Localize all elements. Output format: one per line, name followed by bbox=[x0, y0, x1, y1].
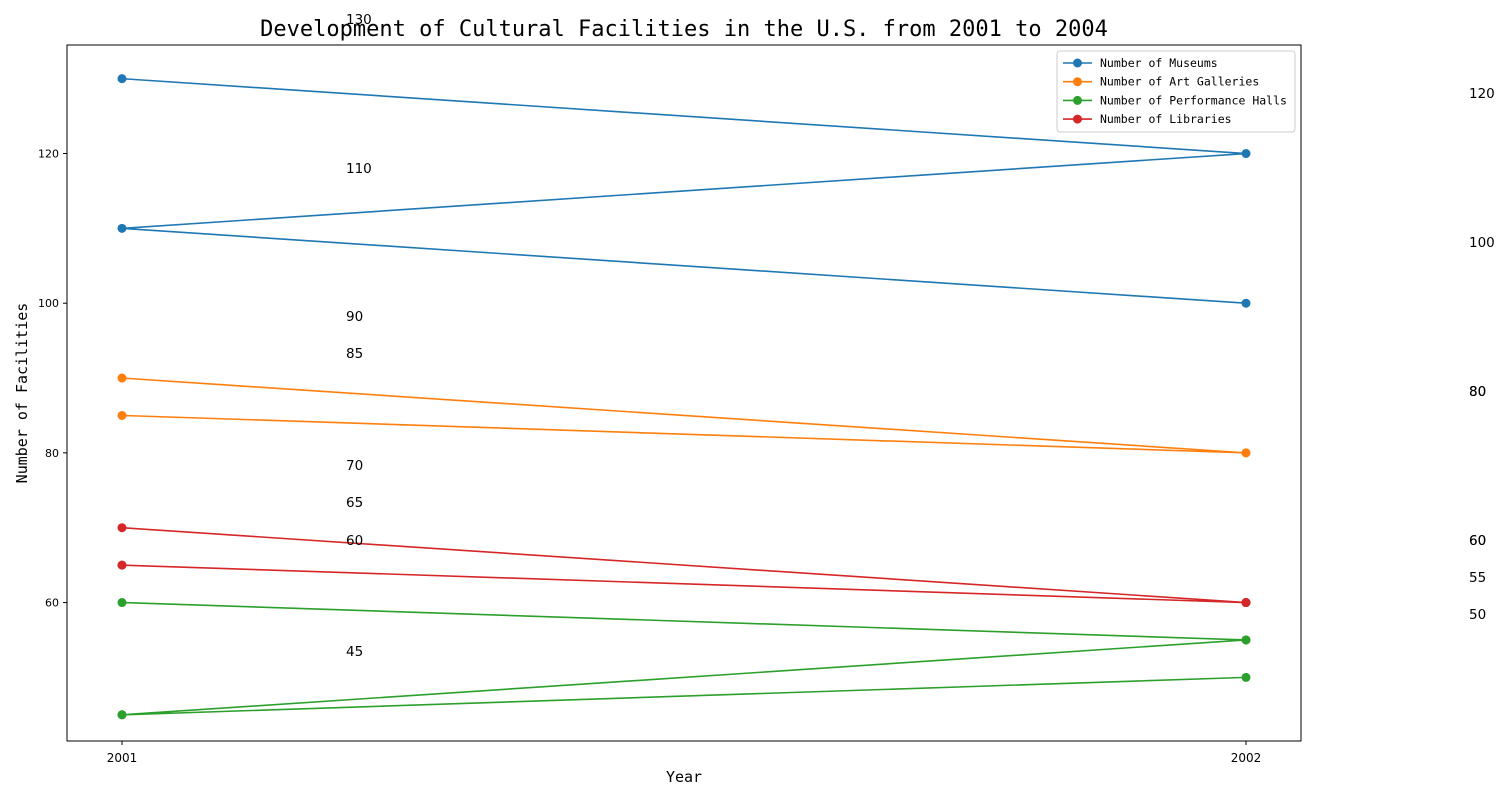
legend-label: Number of Museums bbox=[1100, 56, 1218, 70]
data-annotation-label: 60 bbox=[1469, 533, 1486, 549]
data-point bbox=[1241, 598, 1251, 608]
y-tick-label: 100 bbox=[38, 297, 59, 310]
series-line bbox=[121, 377, 1247, 454]
data-point bbox=[117, 560, 127, 570]
y-tick-label: 80 bbox=[45, 447, 59, 460]
legend: Number of Museums Number of Art Galleries… bbox=[1056, 50, 1296, 133]
data-annotation-label: 100 bbox=[1469, 235, 1495, 251]
data-annotation-label: 65 bbox=[346, 495, 363, 511]
data-point bbox=[117, 373, 127, 383]
legend-marker bbox=[1073, 114, 1082, 124]
data-point bbox=[1241, 635, 1251, 645]
chart-title: Development of Cultural Facilities in th… bbox=[260, 17, 1108, 42]
data-annotation-label: 60 bbox=[346, 533, 363, 549]
y-axis-label: Number of Facilities bbox=[13, 303, 31, 484]
x-axis-label: Year bbox=[666, 768, 702, 786]
legend-label: Number of Art Galleries bbox=[1100, 75, 1259, 89]
data-point bbox=[117, 598, 127, 608]
data-point bbox=[117, 74, 127, 84]
legend-marker bbox=[1073, 58, 1082, 68]
data-annotation-label: 55 bbox=[1469, 570, 1486, 586]
series-line bbox=[121, 77, 1247, 304]
legend-box bbox=[1056, 50, 1296, 133]
y-tick-label: 120 bbox=[38, 148, 59, 161]
data-point bbox=[117, 523, 127, 533]
data-annotation-label: 110 bbox=[346, 161, 372, 177]
legend-marker bbox=[1073, 95, 1082, 105]
series-layer bbox=[117, 74, 1251, 720]
data-annotation-label: 70 bbox=[346, 458, 363, 474]
data-annotation-label: 85 bbox=[346, 346, 363, 362]
data-annotation-label: 60 bbox=[1469, 533, 1486, 549]
x-tick-label: 2002 bbox=[1231, 751, 1262, 765]
legend-marker bbox=[1073, 77, 1082, 87]
plot-area-frame bbox=[66, 44, 1302, 742]
data-point bbox=[1241, 149, 1251, 159]
data-annotation-label: 50 bbox=[1469, 607, 1486, 623]
x-axis: 2001 2002 bbox=[107, 741, 1262, 765]
data-annotation-label: 120 bbox=[1469, 86, 1495, 102]
data-annotation-label: 45 bbox=[346, 644, 363, 660]
data-annotation-label: 80 bbox=[1469, 384, 1486, 400]
data-point bbox=[1241, 448, 1251, 458]
data-point bbox=[1241, 298, 1251, 308]
data-annotation-label: 90 bbox=[346, 309, 363, 325]
y-axis: 60 80 100 120 bbox=[38, 148, 67, 610]
data-annotation-label: 130 bbox=[346, 12, 372, 28]
series-line bbox=[121, 526, 1247, 604]
legend-label: Number of Libraries bbox=[1100, 112, 1232, 126]
data-point bbox=[117, 710, 127, 720]
series-line bbox=[121, 601, 1247, 716]
data-annotation-label: 80 bbox=[1469, 384, 1486, 400]
y-tick-label: 60 bbox=[45, 597, 59, 610]
legend-label: Number of Performance Halls bbox=[1100, 93, 1287, 107]
data-point bbox=[117, 223, 127, 233]
data-point bbox=[1241, 672, 1251, 682]
data-point bbox=[117, 410, 127, 420]
x-tick-label: 2001 bbox=[107, 751, 138, 765]
